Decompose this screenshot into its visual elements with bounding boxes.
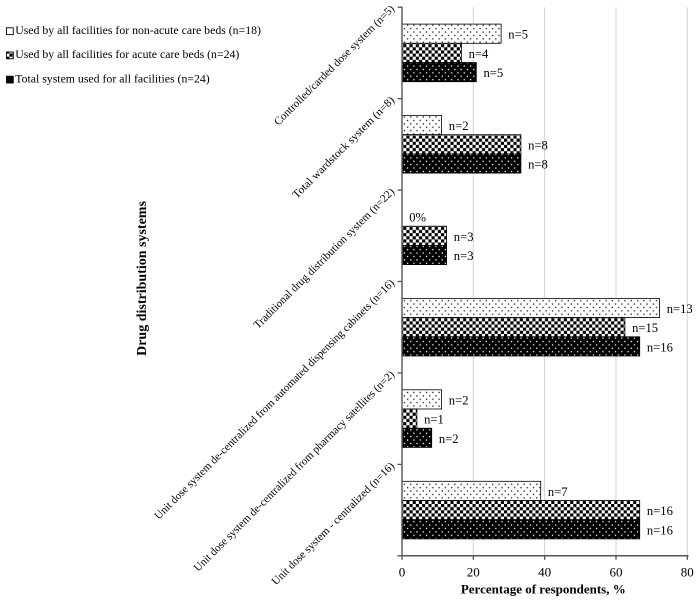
svg-text:0: 0 [399, 565, 406, 580]
svg-text:20: 20 [467, 565, 480, 580]
svg-text:n=8: n=8 [528, 158, 548, 172]
svg-text:80: 80 [681, 565, 694, 580]
svg-text:60: 60 [610, 565, 623, 580]
svg-text:n=13: n=13 [667, 302, 693, 316]
svg-text:n=2: n=2 [439, 432, 459, 446]
svg-text:Used by all facilities for acu: Used by all facilities for acute care be… [15, 47, 239, 61]
svg-text:0%: 0% [409, 211, 426, 225]
svg-text:Percentage of respondents, %: Percentage of respondents, % [461, 582, 626, 597]
svg-text:Used by all facilities for non: Used by all facilities for non-acute car… [15, 23, 261, 37]
svg-text:n=5: n=5 [484, 66, 504, 80]
svg-text:n=16: n=16 [647, 340, 673, 354]
svg-text:n=1: n=1 [424, 413, 444, 427]
svg-text:Total system used for all faci: Total system used for all facilities (n=… [15, 71, 210, 85]
svg-text:n=3: n=3 [454, 249, 474, 263]
svg-text:n=5: n=5 [508, 28, 528, 42]
svg-text:n=15: n=15 [632, 321, 658, 335]
svg-text:Drug distribution systems: Drug distribution systems [135, 201, 150, 356]
svg-text:n=2: n=2 [449, 393, 469, 407]
svg-text:n=7: n=7 [548, 485, 568, 499]
svg-text:n=4: n=4 [469, 47, 489, 61]
svg-text:n=3: n=3 [454, 230, 474, 244]
svg-text:n=16: n=16 [647, 504, 673, 518]
svg-text:n=16: n=16 [647, 523, 673, 537]
svg-text:40: 40 [538, 565, 551, 580]
svg-text:n=2: n=2 [449, 119, 469, 133]
svg-text:n=8: n=8 [528, 138, 548, 152]
